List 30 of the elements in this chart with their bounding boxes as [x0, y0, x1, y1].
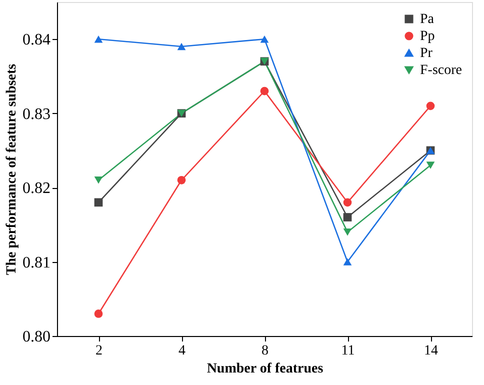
point	[426, 102, 435, 110]
point	[94, 198, 103, 207]
y-tick-label: 0.84	[22, 32, 50, 49]
x-tick-label: 2	[96, 344, 102, 358]
point	[426, 162, 435, 169]
x-axis-title: Number of featrues	[206, 362, 324, 376]
legend-label: F-score	[420, 63, 462, 78]
point	[94, 310, 103, 318]
point	[177, 176, 186, 184]
x-tick-label: 8	[262, 344, 268, 358]
y-tick-label: 0.82	[22, 180, 50, 198]
legend-label: Pp	[420, 29, 435, 44]
point	[177, 42, 186, 50]
point	[260, 35, 269, 43]
point	[343, 258, 352, 266]
y-axis-title: The performance of feature subsets	[4, 63, 20, 276]
point	[94, 176, 103, 184]
legend-label: Pa	[420, 12, 435, 27]
y-tick-label: 0.83	[22, 106, 50, 123]
point	[343, 228, 352, 236]
point	[94, 35, 103, 43]
y-tick-label: 0.80	[22, 328, 50, 346]
point	[343, 198, 352, 207]
point	[260, 86, 269, 96]
legend-label: Pr	[420, 46, 433, 61]
point	[343, 213, 352, 222]
y-tick-label: 0.81	[22, 254, 50, 272]
x-tick-label: 14	[424, 344, 438, 358]
x-tick-label: 4	[178, 344, 186, 358]
x-tick-label: 11	[341, 344, 355, 358]
